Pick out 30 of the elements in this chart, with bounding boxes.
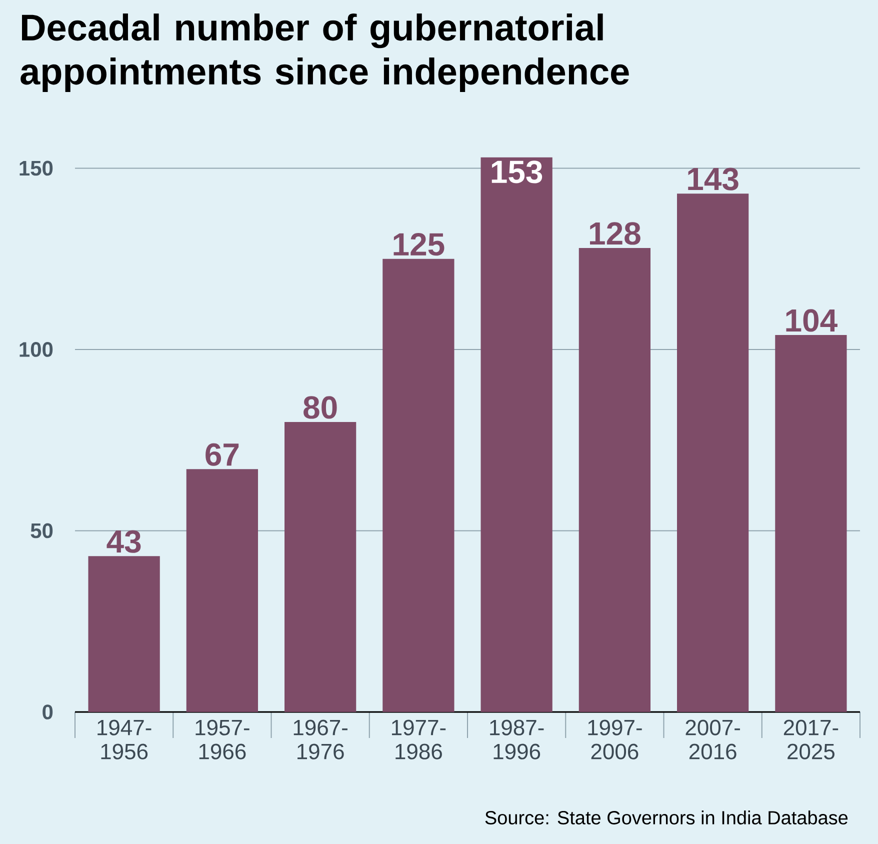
chart-title: Decadal number of gubernatorial appointments since independence	[20, 14, 629, 92]
x-tick-label: 1977-1986	[392, 720, 446, 760]
y-tick-label: 100	[20, 342, 53, 357]
data-label: 80	[304, 396, 337, 419]
y-tick-label: 150	[20, 160, 53, 176]
x-tick-label: 1987-1996	[490, 720, 544, 760]
bar	[284, 422, 356, 712]
y-tick-label: 50	[30, 523, 53, 538]
data-label: 143	[688, 168, 738, 190]
x-tick-label: 1957-1966	[196, 720, 250, 760]
x-tick-label: 1997-2006	[588, 720, 642, 760]
source-note: Source: State Governors in India Database	[485, 810, 848, 824]
bar	[480, 157, 552, 712]
x-tick-label: 2007-2016	[686, 720, 740, 760]
x-tick-label: 2017-2025	[784, 720, 838, 760]
bar	[382, 258, 454, 712]
x-tick-label: 1947-1956	[98, 720, 152, 760]
bar	[578, 248, 651, 712]
bar	[677, 194, 749, 712]
bar	[88, 556, 160, 712]
x-tick-label: 1967-1976	[294, 720, 348, 760]
bar	[775, 334, 847, 712]
data-label: 125	[394, 233, 444, 256]
data-label: 128	[590, 222, 640, 245]
data-label: 104	[786, 309, 838, 332]
y-tick-label: 0	[42, 704, 53, 720]
data-label: 67	[206, 443, 239, 466]
bar	[186, 469, 258, 712]
data-label: 43	[106, 530, 141, 553]
data-label: 153	[492, 160, 542, 184]
